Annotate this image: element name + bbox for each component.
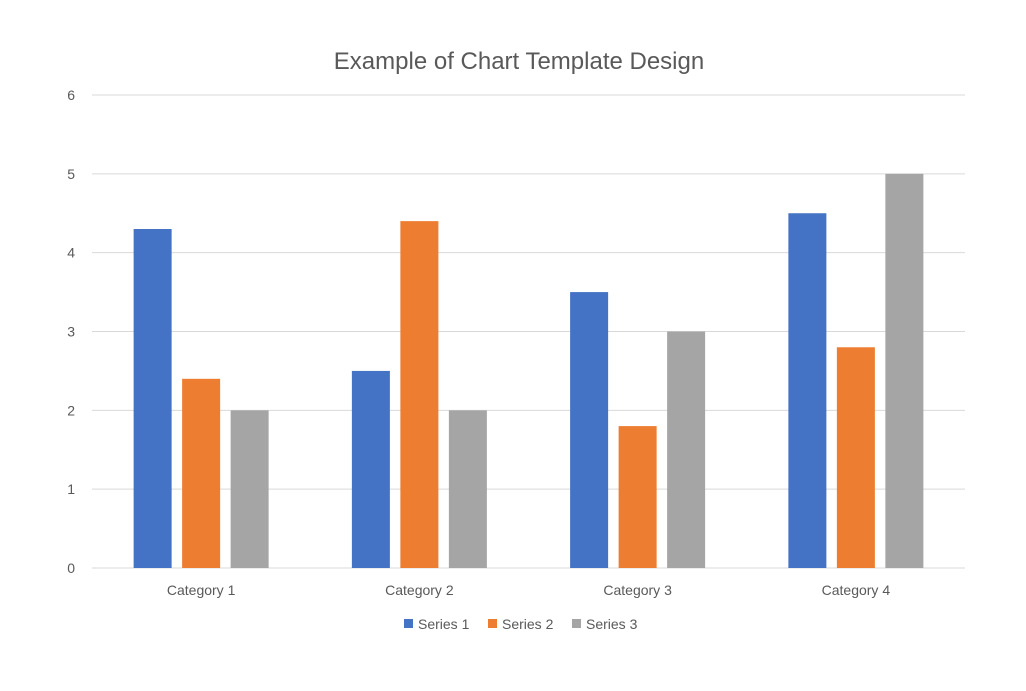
y-tick-label: 2 [67,402,75,418]
bar-2-2 [400,221,439,568]
y-tick-label: 6 [67,87,75,103]
bar-1-2 [351,370,390,568]
bar-2-1 [182,378,221,568]
x-axis-ticks: Category 1 Category 2 Category 3 Category 4 [167,582,890,598]
y-tick-label: 4 [67,245,75,261]
chart-title: Example of Chart Template Design [334,48,704,75]
y-axis-ticks: 0 1 2 3 4 5 6 [67,87,75,576]
y-tick-label: 0 [67,560,75,576]
y-tick-label: 1 [67,481,75,497]
bar-3-4 [885,173,924,569]
legend-label: Series 2 [502,616,554,632]
gridlines [92,94,965,569]
legend: Series 1 Series 2 Series 3 [404,616,638,632]
bar-3-3 [667,331,706,568]
x-tick-label: Category 2 [385,582,454,598]
bar-3-2 [448,410,487,568]
x-tick-label: Category 1 [167,582,236,598]
x-tick-label: Category 4 [822,582,891,598]
bar-2-3 [618,426,657,568]
legend-swatch [404,619,413,628]
bar-1-3 [570,292,609,568]
bar-2-4 [836,347,875,568]
y-tick-label: 3 [67,324,75,340]
bar-1-1 [133,229,172,568]
bar-3-1 [230,410,269,568]
x-tick-label: Category 3 [603,582,672,598]
legend-label: Series 3 [586,616,638,632]
legend-swatch [572,619,581,628]
legend-label: Series 1 [418,616,470,632]
bar-1-4 [788,213,827,568]
legend-swatch [488,619,497,628]
y-tick-label: 5 [67,166,75,182]
bars [133,173,924,569]
